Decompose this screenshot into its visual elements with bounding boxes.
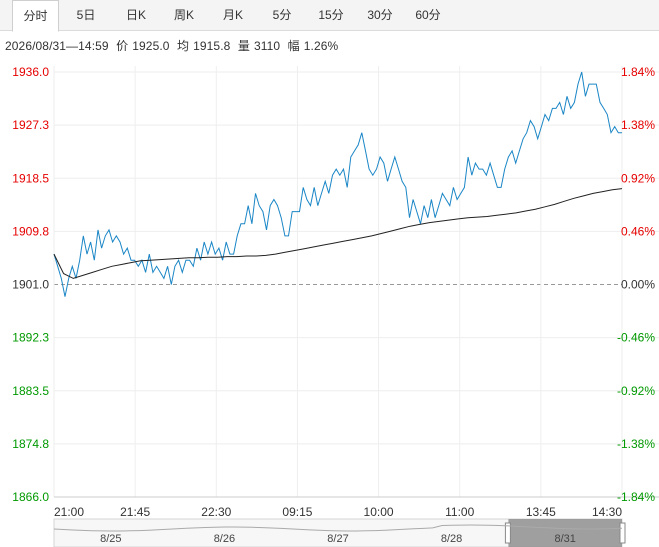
navigator-date-label: 8/26 xyxy=(214,533,235,545)
pct-tick-label: 0.92% xyxy=(621,171,655,185)
pct-tick-label: 1.38% xyxy=(621,118,655,132)
navigator-handle-left xyxy=(504,522,511,544)
y-tick-label: 1883.5 xyxy=(12,384,49,398)
navigator-date-label: 8/31 xyxy=(554,533,575,545)
date-navigator: 8/25 8/26 8/27 8/28 8/31 xyxy=(53,518,626,547)
navigator-date-label: 8/28 xyxy=(441,533,462,545)
y-tick-label: 1918.5 xyxy=(12,171,49,185)
navigator-date-label: 8/27 xyxy=(327,533,348,545)
y-tick-label: 1936.0 xyxy=(12,65,49,79)
y-tick-label: 1892.3 xyxy=(12,331,49,345)
x-tick-label: 14:30 xyxy=(592,505,622,519)
quote-info-bar: 2026/08/31—14:59 价 1925.0 均 1915.8 量 3110 幅… xyxy=(5,37,342,54)
price-label: 价 xyxy=(116,39,129,53)
navigator-selection xyxy=(508,519,622,547)
time-axis: 21:00 21:45 22:30 09:15 10:00 11:00 13:45 14:30 xyxy=(54,505,622,519)
pct-tick-label: 1.84% xyxy=(621,65,655,79)
avg-label: 均 xyxy=(177,39,190,53)
y-tick-label: 1866.0 xyxy=(12,490,49,504)
avg-value: 1915.8 xyxy=(193,39,231,53)
y-tick-label: 1874.8 xyxy=(12,437,49,451)
tab-30min[interactable]: 30分 xyxy=(367,8,393,22)
avg-series-line xyxy=(53,188,623,279)
tab-15min[interactable]: 15分 xyxy=(318,8,344,22)
volume-label: 量 xyxy=(237,39,250,53)
tab-60min[interactable]: 60分 xyxy=(415,8,441,22)
x-tick-label: 11:00 xyxy=(445,505,474,519)
pct-tick-label: 0.46% xyxy=(621,224,655,238)
x-tick-label: 10:00 xyxy=(364,505,394,519)
price-series-line xyxy=(53,71,622,297)
pct-tick-label: -1.84% xyxy=(617,490,655,504)
price-value: 1925.0 xyxy=(132,39,170,53)
period-tabs: 分时 5日 日K 周K 月K 5分 15分 30分 60分 xyxy=(0,0,659,32)
price-axis: 1936.0 1927.3 1918.5 1909.8 1901.0 1892.3 1883… xyxy=(12,65,49,504)
series-layer xyxy=(53,71,623,297)
navigator-handle-right xyxy=(619,522,626,544)
pct-tick-label: -0.92% xyxy=(617,384,655,398)
pct-tick-label: 0.00% xyxy=(621,278,655,292)
quote-datetime: 2026/08/31—14:59 xyxy=(5,39,109,53)
x-tick-label: 21:45 xyxy=(120,505,150,519)
y-tick-label: 1909.8 xyxy=(12,224,49,238)
volume-value: 3110 xyxy=(253,39,281,53)
x-tick-label: 09:15 xyxy=(282,505,312,519)
tab-5min[interactable]: 5分 xyxy=(272,8,292,22)
tab-monthly-k[interactable]: 月K xyxy=(222,8,243,22)
grid-layer xyxy=(53,66,659,498)
pct-tick-label: -1.38% xyxy=(617,437,655,451)
tab-weekly-k[interactable]: 周K xyxy=(173,8,194,22)
pct-tick-label: -0.46% xyxy=(617,331,655,345)
change-value: 1.26% xyxy=(303,39,339,53)
percent-axis: 1.84% 1.38% 0.92% 0.46% 0.00% -0.46% -0.92% -1.… xyxy=(617,65,655,504)
navigator-mini-line xyxy=(53,524,623,532)
x-tick-label: 13:45 xyxy=(526,505,556,519)
tab-5day[interactable]: 5日 xyxy=(76,8,96,22)
y-tick-label: 1927.3 xyxy=(12,118,49,132)
navigator-date-label: 8/25 xyxy=(100,533,121,545)
change-label: 幅 xyxy=(287,39,300,53)
tab-intraday[interactable]: 分时 xyxy=(12,0,59,32)
tab-daily-k[interactable]: 日K xyxy=(125,8,146,22)
y-tick-label: 1901.0 xyxy=(12,278,49,292)
x-tick-label: 22:30 xyxy=(201,505,231,519)
x-tick-label: 21:00 xyxy=(54,505,84,519)
